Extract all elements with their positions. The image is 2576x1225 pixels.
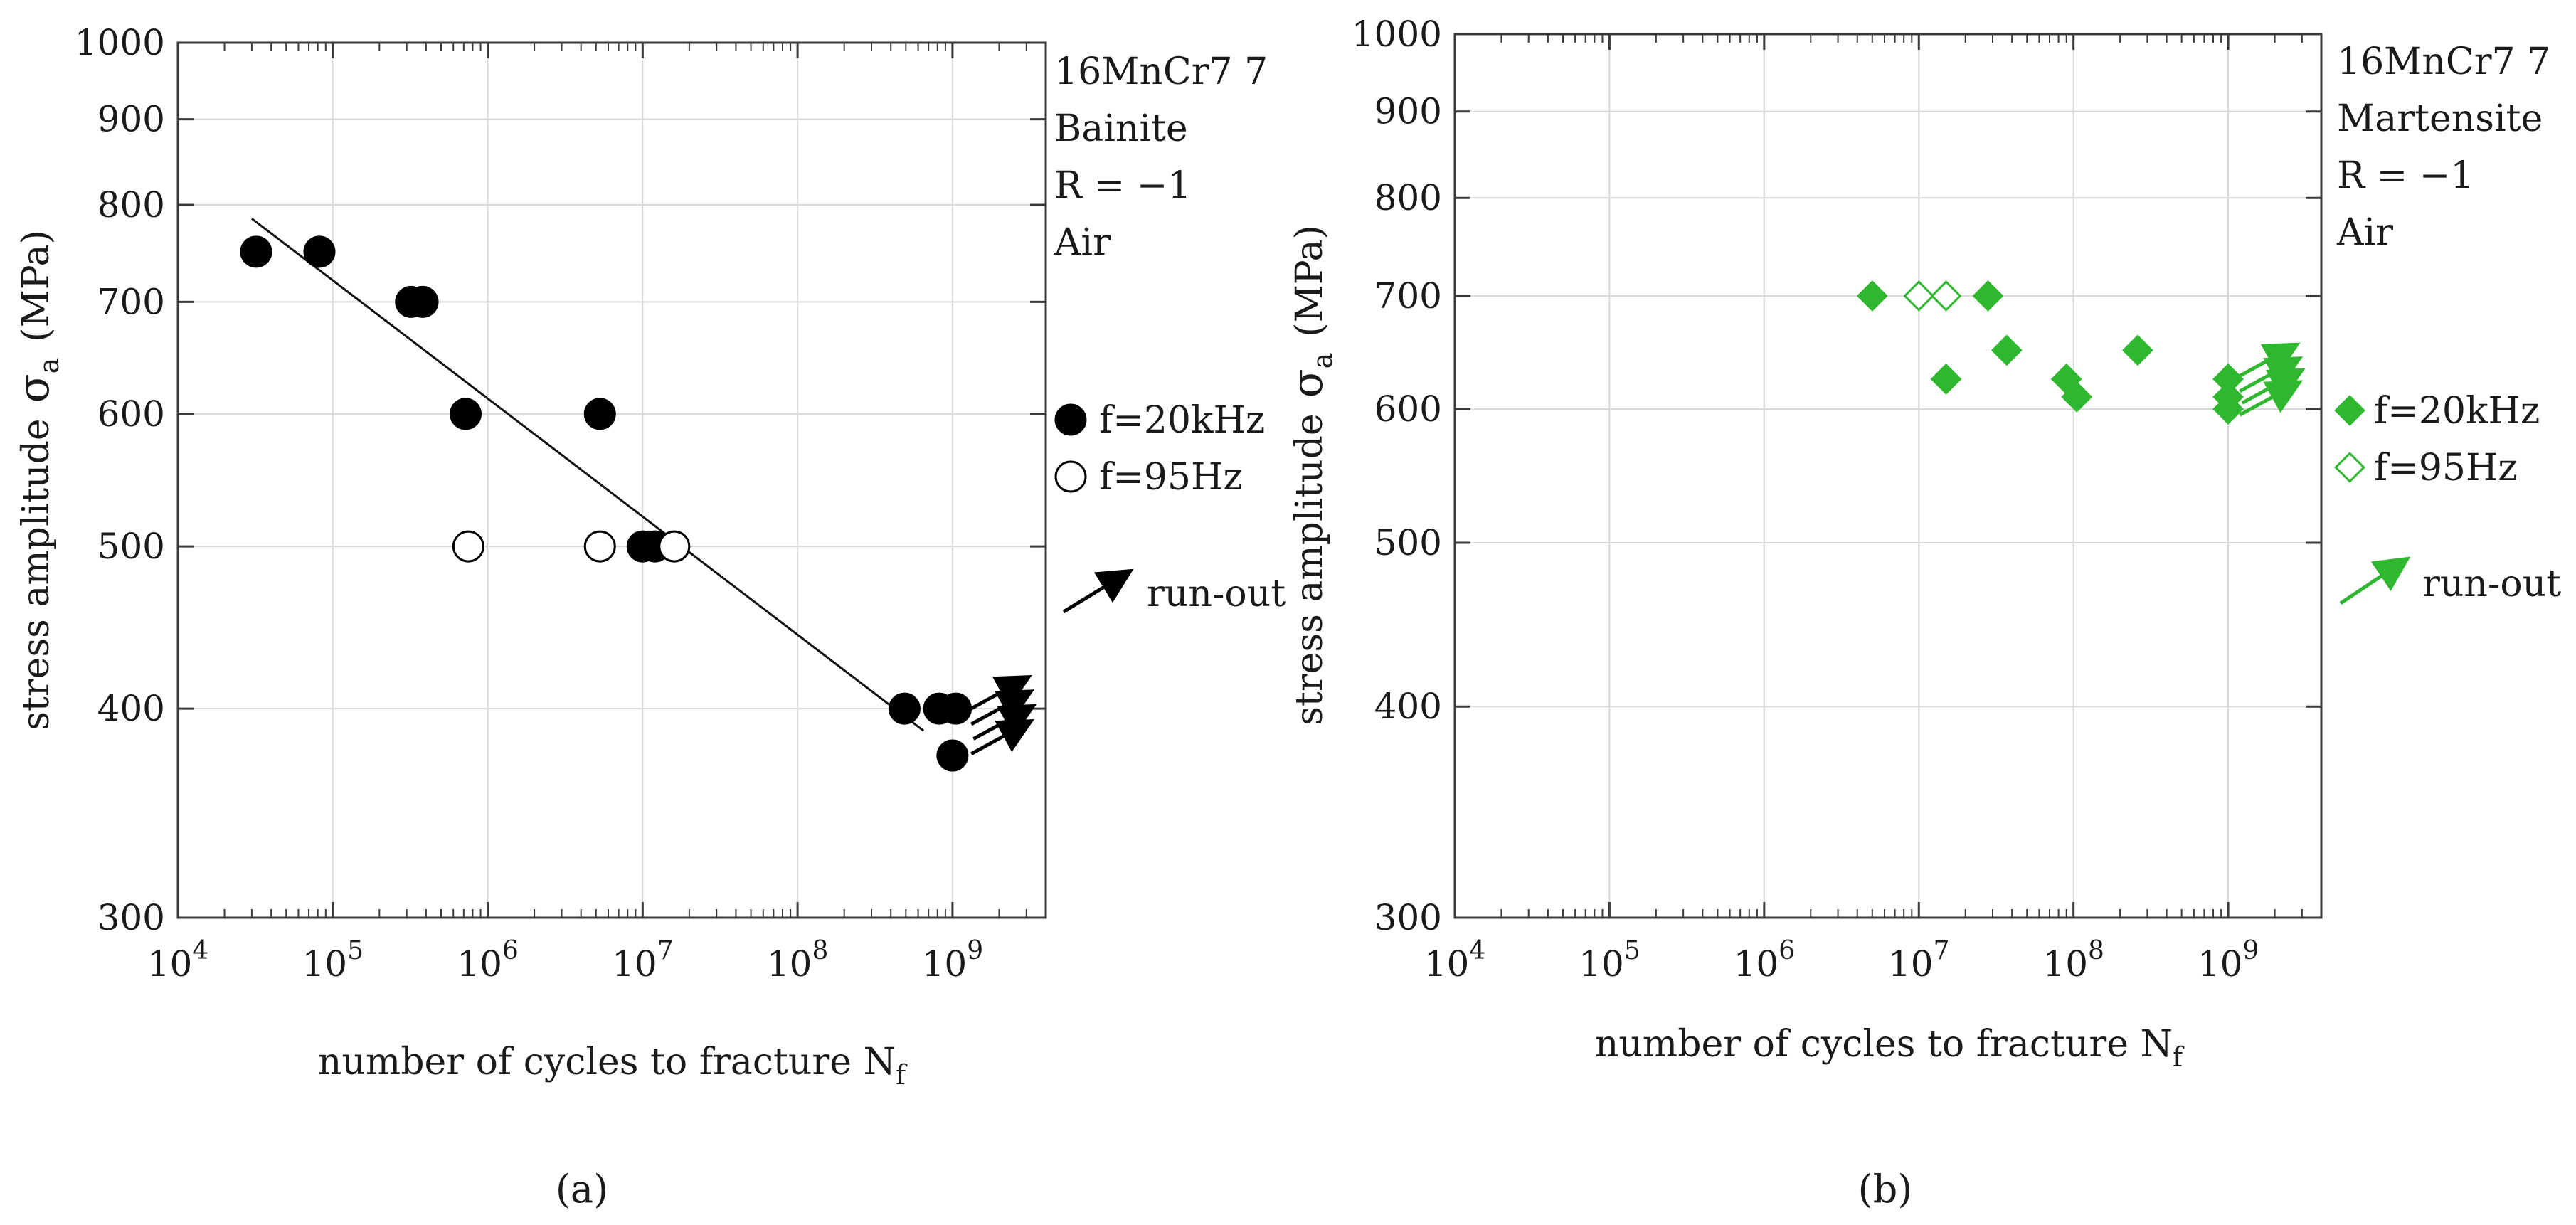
x-tick-label: 107 [1888, 936, 1950, 985]
data-point [449, 398, 482, 430]
y-axis-label-b: stress amplitudeσa(MPa) [1283, 225, 1338, 726]
legend-marker-95hz-a [1054, 460, 1087, 493]
annotation-material-a: 16MnCr7 7 [1054, 51, 1268, 93]
runout-arrow [968, 675, 1032, 712]
runout-arrow [2239, 380, 2304, 417]
chart-panel-a: 104 105 106 107 108 109 300 400 500 600 700 800 900… [9, 22, 1286, 1211]
plot-frame-a [176, 41, 1047, 919]
runout-arrows-a [968, 675, 1037, 755]
data-point [2212, 363, 2244, 395]
y-tick-label: 300 [1374, 897, 1442, 938]
x-ticks-b: 104 105 106 107 108 109 [1424, 34, 2322, 985]
runout-arrow [972, 704, 1037, 741]
y-tick-label: 900 [97, 99, 165, 140]
data-point [1903, 280, 1935, 312]
data-point [583, 530, 616, 563]
legend-label-95hz-a: f=95Hz [1099, 456, 1243, 499]
data-point [583, 398, 616, 430]
y-tick-label: 800 [97, 184, 165, 226]
x-tick-label: 109 [2198, 936, 2259, 985]
legend-label-20khz-b: f=20kHz [2374, 390, 2540, 433]
y-tick-label: 700 [97, 281, 165, 322]
data-point [406, 285, 439, 318]
x-tick-label: 108 [767, 936, 829, 985]
legend-label-95hz-b: f=95Hz [2374, 447, 2518, 489]
y-tick-label: 300 [97, 897, 165, 938]
data-point [1930, 363, 1962, 395]
x-axis-label-b: number of cycles to fracture Nf [1595, 1023, 2185, 1073]
chart-panel-b: 104 105 106 107 108 109 300 400 500 600 700 800 900… [1283, 14, 2561, 1211]
data-point [240, 235, 272, 268]
runout-arrows-b [2236, 342, 2306, 417]
y-tick-label: 600 [1374, 388, 1442, 430]
y-tick-label: 1000 [1352, 14, 1442, 55]
legend-label-runout-a: run-out [1147, 573, 1286, 615]
y-tick-label: 600 [97, 393, 165, 435]
data-point [2121, 334, 2153, 366]
x-tick-label: 107 [612, 936, 674, 985]
x-axis-label-a: number of cycles to fracture Nf [318, 1041, 908, 1091]
y-tick-label: 400 [1374, 686, 1442, 727]
data-point [303, 235, 336, 268]
runout-arrow [970, 718, 1034, 755]
y-axis-label-a: stress amplitudeσa(MPa) [9, 230, 65, 731]
y-tick-label: 1000 [75, 22, 165, 63]
data-point [2212, 393, 2244, 425]
fit-line [250, 218, 925, 732]
plot-frame-b [1453, 33, 2323, 919]
panel-caption-b: (b) [1858, 1167, 1913, 1211]
y-tick-label: 800 [1374, 177, 1442, 218]
legend-runout-arrow-b [2339, 556, 2411, 605]
x-ticks-a: 104 105 106 107 108 109 [147, 43, 1046, 985]
x-tick-label: 108 [2042, 936, 2104, 985]
data-point [1991, 334, 2023, 366]
data-point [888, 692, 921, 725]
y-tick-label: 400 [97, 688, 165, 729]
data-point [1930, 280, 1962, 312]
x-tick-label: 109 [922, 936, 984, 985]
y-tick-label: 500 [97, 526, 165, 567]
annotation-medium-b: Air [2336, 211, 2393, 254]
annotation-structure-a: Bainite [1054, 107, 1188, 150]
legend-runout-arrow-a [1062, 568, 1134, 614]
legend-marker-95hz-b [2334, 452, 2365, 483]
y-ticks-b: 300 400 500 600 700 800 900 1000 [1352, 14, 2321, 938]
data-point [2061, 381, 2093, 413]
fit-line-a [250, 218, 925, 732]
x-tick-label: 104 [1424, 936, 1486, 985]
y-tick-label: 700 [1374, 275, 1442, 317]
data-point [936, 739, 969, 772]
x-tick-label: 106 [457, 936, 519, 985]
x-tick-label: 105 [1579, 936, 1641, 985]
annotation-structure-b: Martensite [2337, 97, 2543, 140]
legend-label-20khz-a: f=20kHz [1099, 399, 1265, 442]
runout-arrow [2236, 342, 2301, 379]
y-tick-label: 500 [1374, 522, 1442, 563]
legend-marker-20khz-b [2334, 395, 2365, 426]
x-tick-label: 106 [1734, 936, 1796, 985]
legend-a: f=20kHz f=95Hz run-out [1054, 399, 1286, 615]
legend-b: f=20kHz f=95Hz run-out [2334, 390, 2561, 605]
data-points-a [240, 235, 972, 772]
annotation-material-b: 16MnCr7 7 [2337, 41, 2550, 83]
data-point [1856, 280, 1888, 312]
x-tick-label: 104 [147, 936, 209, 985]
data-points-b [1856, 280, 2244, 425]
data-point [658, 530, 691, 563]
panel-caption-a: (a) [556, 1167, 608, 1211]
legend-marker-20khz-a [1054, 403, 1087, 436]
annotation-ratio-a: R = −1 [1054, 164, 1191, 207]
y-tick-label: 900 [1374, 91, 1442, 132]
grid-a [178, 43, 1046, 918]
data-point [939, 692, 972, 725]
annotation-medium-a: Air [1054, 221, 1111, 264]
annotation-ratio-b: R = −1 [2337, 154, 2474, 197]
data-point [452, 530, 484, 563]
data-point [1972, 280, 2004, 312]
legend-label-runout-b: run-out [2422, 563, 2561, 605]
y-ticks-a: 300 400 500 600 700 800 900 1000 [75, 22, 1046, 938]
x-tick-label: 105 [302, 936, 364, 985]
grid-b [1455, 34, 2321, 918]
